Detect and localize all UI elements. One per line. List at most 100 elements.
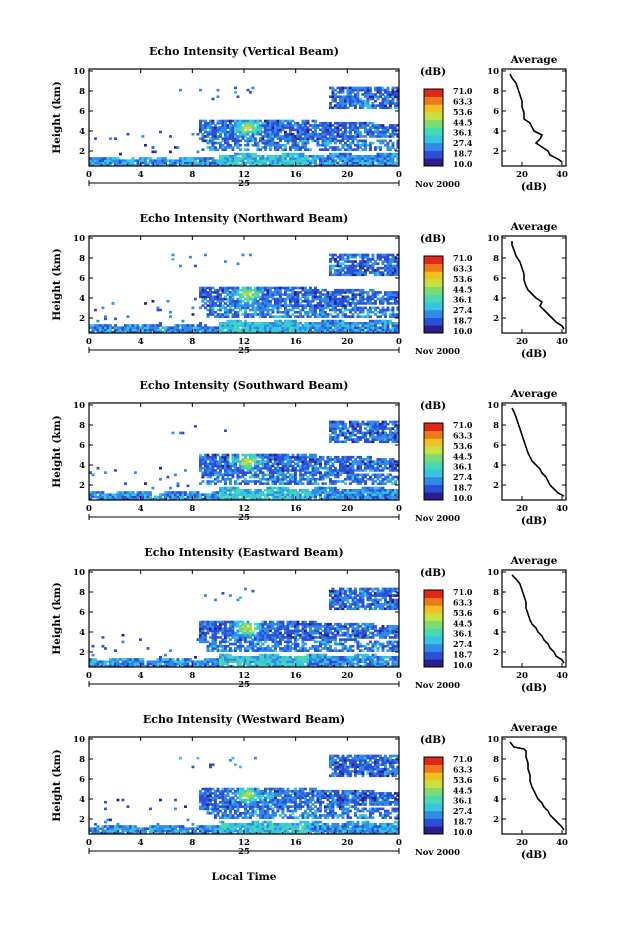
- echo-cell: [371, 319, 375, 323]
- echo-cell: [254, 330, 257, 334]
- echo-cell: [366, 324, 370, 327]
- echo-cell: [294, 152, 297, 156]
- echo-cell: [354, 154, 357, 158]
- echo-cell: [396, 269, 400, 272]
- echo-cell: [339, 128, 342, 132]
- echo-cell: [331, 429, 335, 433]
- echo-cell: [291, 473, 295, 477]
- echo-cell: [374, 475, 377, 479]
- echo-cell: [201, 132, 205, 136]
- echo-cell: [366, 97, 370, 101]
- echo-cell: [371, 288, 375, 292]
- echo-cell: [349, 471, 352, 474]
- echo-cell: [269, 291, 272, 294]
- echo-cell: [334, 97, 337, 101]
- echo-cell: [321, 488, 325, 492]
- echo-cell: [159, 330, 162, 334]
- echo-cell: [379, 433, 382, 437]
- echo-cell: [346, 159, 350, 162]
- echo-cell: [204, 288, 207, 292]
- echo-cell: [239, 462, 242, 466]
- echo-cell: [356, 491, 360, 494]
- echo-cell: [374, 126, 377, 129]
- echo-cell: [154, 163, 157, 167]
- echo-cell: [186, 159, 190, 162]
- echo-cell: [274, 299, 277, 303]
- echo-cell: [221, 315, 225, 318]
- echo-cell: [299, 154, 302, 158]
- echo-cell: [386, 99, 390, 103]
- echo-cell: [319, 295, 322, 299]
- echo-cell: [244, 304, 247, 307]
- echo-cell: [284, 304, 287, 307]
- echo-cell: [264, 477, 267, 481]
- echo-cell: [209, 466, 212, 470]
- echo-cell: [376, 132, 380, 136]
- echo-cell: [281, 143, 285, 147]
- echo-cell: [259, 462, 262, 466]
- echo-cell: [216, 304, 220, 307]
- echo-cell: [371, 429, 375, 433]
- echo-cell: [201, 163, 205, 167]
- echo-cell: [304, 143, 307, 147]
- echo-cell: [301, 482, 305, 485]
- echo-cell: [374, 95, 377, 99]
- echo-cell: [254, 152, 257, 156]
- echo-cell: [391, 302, 395, 305]
- echo-cell: [371, 473, 375, 477]
- echo-cell: [266, 124, 270, 127]
- echo-cell: [241, 157, 245, 160]
- echo-cell: [361, 458, 365, 461]
- echo-cell: [306, 291, 310, 294]
- echo-cell: [334, 95, 337, 99]
- echo-cell: [214, 453, 217, 457]
- echo-cell: [374, 466, 377, 470]
- echo-cell: [389, 297, 392, 301]
- echo-cell: [346, 495, 350, 499]
- echo-cell: [221, 491, 225, 494]
- echo-cell: [264, 148, 267, 151]
- echo-cell: [221, 324, 225, 327]
- echo-cell: [211, 313, 215, 316]
- echo-cell: [361, 326, 365, 329]
- echo-cell: [339, 297, 342, 301]
- echo-cell: [189, 491, 192, 494]
- x-tick-label: 20: [341, 170, 353, 180]
- echo-cell: [129, 326, 132, 329]
- echo-cell: [364, 291, 367, 294]
- echo-cell: [279, 493, 282, 496]
- echo-cell: [341, 130, 345, 134]
- echo-cell: [346, 488, 350, 492]
- echo-cell: [389, 466, 392, 470]
- echo-cell: [214, 148, 217, 151]
- echo-cell: [389, 258, 392, 261]
- echo-cell: [351, 161, 355, 165]
- echo-cell: [244, 126, 247, 129]
- echo-cell: [234, 469, 237, 472]
- echo-cell: [234, 324, 237, 327]
- echo-cell: [304, 326, 307, 329]
- echo-cell: [321, 128, 325, 132]
- echo-cell: [331, 132, 335, 136]
- echo-cell: [341, 253, 345, 257]
- echo-cell: [311, 458, 315, 461]
- echo-cell: [269, 299, 272, 303]
- echo-cell: [289, 469, 292, 472]
- echo-cell: [389, 488, 392, 492]
- echo-cell: [109, 157, 112, 160]
- echo-cell: [376, 497, 380, 501]
- echo-cell: [351, 255, 355, 259]
- avg-y-tick-label: 6: [493, 274, 499, 284]
- echo-cell: [199, 306, 202, 310]
- echo-cell: [334, 154, 337, 158]
- echo-cell: [366, 438, 370, 441]
- echo-cell: [269, 475, 272, 479]
- echo-cell: [354, 491, 357, 494]
- echo-cell: [394, 104, 397, 107]
- echo-cell: [214, 471, 217, 474]
- echo-cell: [219, 491, 222, 494]
- echo-cell: [349, 102, 352, 105]
- echo-cell: [271, 482, 275, 485]
- echo-cell: [251, 480, 255, 483]
- echo-cell: [286, 462, 290, 466]
